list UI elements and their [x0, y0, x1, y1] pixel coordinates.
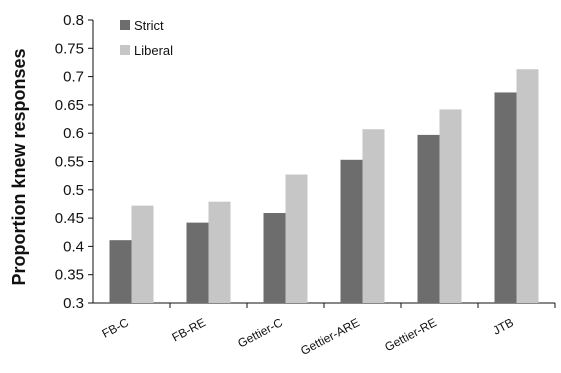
y-tick-label: 0.45 [55, 210, 84, 227]
y-tick-label: 0.75 [55, 40, 84, 57]
bar-strict [186, 222, 209, 303]
y-tick-label: 0.6 [63, 125, 84, 142]
legend-swatch-strict [120, 20, 130, 30]
legend-label-liberal: Liberal [134, 43, 173, 58]
bar-liberal [439, 109, 462, 303]
x-category-label: Gettier-RE [382, 315, 439, 354]
x-category-label: JTB [490, 315, 515, 337]
bar-liberal [131, 205, 154, 303]
bar-strict [340, 159, 363, 303]
y-tick-label: 0.5 [63, 182, 84, 199]
bar-liberal [362, 129, 385, 303]
x-category-label: Gettier-ARE [298, 315, 362, 358]
y-tick-label: 0.4 [63, 238, 84, 255]
legend-swatch-liberal [120, 45, 130, 55]
y-axis-title: Proportion knew responses [9, 48, 29, 285]
bar-strict [263, 213, 286, 303]
y-tick-label: 0.3 [63, 295, 84, 312]
legend-label-strict: Strict [134, 18, 164, 33]
bars [109, 69, 539, 303]
y-tick-label: 0.8 [63, 12, 84, 29]
y-tick-label: 0.55 [55, 154, 84, 171]
legend: Strict Liberal [120, 18, 173, 58]
y-tick-label: 0.35 [55, 267, 84, 284]
x-category-label: FB-C [100, 315, 132, 341]
x-category-label: FB-RE [170, 315, 208, 344]
bar-strict [109, 240, 132, 303]
y-tick-label: 0.7 [63, 69, 84, 86]
bar-liberal [208, 201, 231, 303]
y-axis-title-group: Proportion knew responses [9, 48, 29, 285]
bar-liberal [516, 69, 539, 303]
x-category-label: Gettier-C [235, 315, 285, 350]
bar-strict [494, 92, 517, 303]
axes [88, 19, 556, 308]
y-tick-label: 0.65 [55, 97, 84, 114]
bar-liberal [285, 174, 308, 303]
bar-strict [417, 134, 440, 303]
